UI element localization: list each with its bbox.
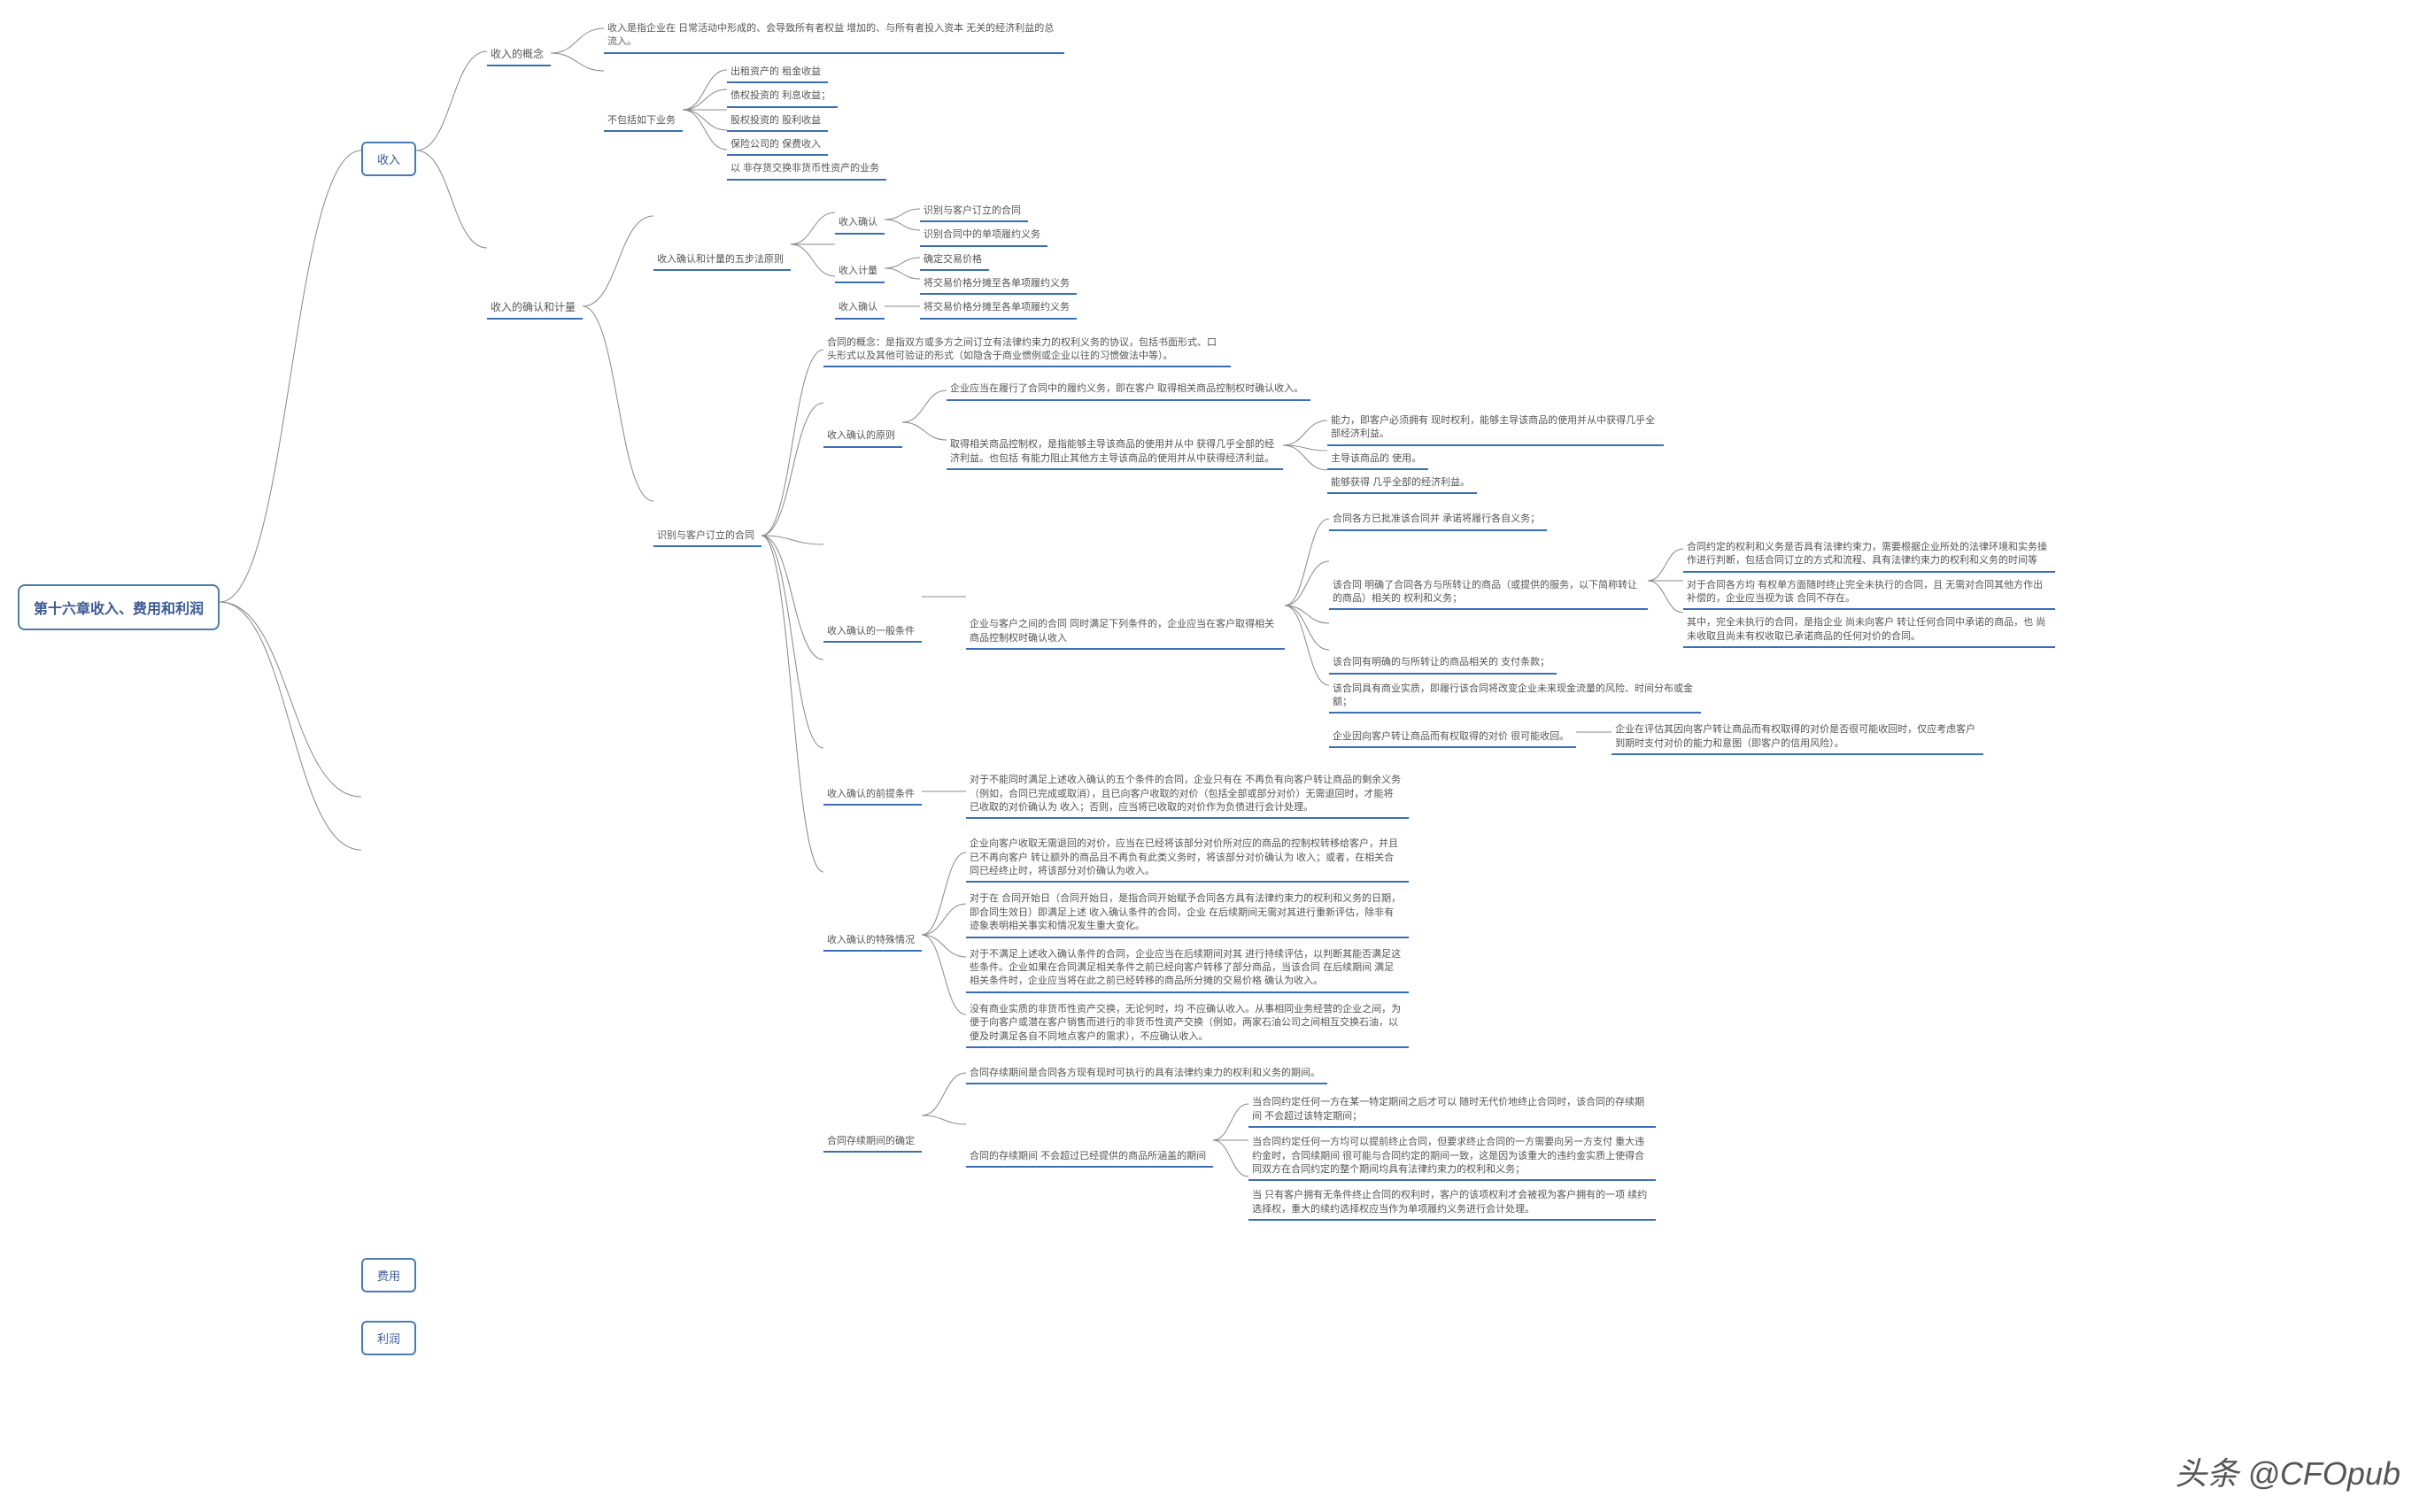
exclude-item: 出租资产的 租金收益 bbox=[727, 63, 828, 83]
root-node[interactable]: 第十六章收入、费用和利润 bbox=[18, 584, 220, 630]
principle-use: 主导该商品的 使用。 bbox=[1327, 450, 1428, 470]
special-item: 没有商业实质的非货币性资产交换，无论何时，均 不应确认收入。从事相同业务经营的企… bbox=[966, 1000, 1409, 1048]
contract-def: 合同的概念：是指双方或多方之间订立有法律约束力的权利义务的协议，包括书面形式、口… bbox=[823, 334, 1231, 368]
step-a[interactable]: 收入确认 bbox=[835, 213, 885, 234]
cond-3: 该合同有明确的与所转让的商品相关的 支付条款； bbox=[1329, 653, 1557, 674]
l1-expense[interactable]: 费用 bbox=[361, 1258, 416, 1292]
mindmap-root: 第十六章收入、费用和利润 收入 收入的概念 收入是指企业在 日常活动中形成的、会… bbox=[18, 18, 2409, 1357]
general-cond[interactable]: 收入确认的一般条件 bbox=[823, 622, 922, 643]
watermark: 头条 @CFOpub bbox=[2175, 1448, 2400, 1494]
duration-def: 合同存续期间是合同各方现有现时可执行的具有法律约束力的权利和义务的期间。 bbox=[966, 1064, 1327, 1084]
cond-2-sub: 对于合同各方均 有权单方面随时终止完全未执行的合同，且 无需对合同其他方作出 补… bbox=[1683, 576, 2055, 611]
five-step[interactable]: 收入确认和计量的五步法原则 bbox=[653, 251, 791, 271]
step-item: 识别与客户订立的合同 bbox=[920, 202, 1028, 222]
cond-2-sub: 其中，完全未执行的合同，是指企业 尚未向客户 转让任何合同中承诺的商品，也 尚未… bbox=[1683, 613, 2055, 648]
duration-sub: 当合同约定任何一方均可以提前终止合同，但要求终止合同的一方需要向另一方支付 重大… bbox=[1248, 1133, 1656, 1181]
cond-4: 该合同具有商业实质，即履行该合同将改变企业未来现金流量的风险、时间分布或金额； bbox=[1329, 680, 1701, 714]
exclude-item: 股权投资的 股利收益 bbox=[727, 112, 828, 132]
step-b[interactable]: 收入计量 bbox=[835, 262, 885, 282]
principle-benefit: 能够获得 几乎全部的经济利益。 bbox=[1327, 474, 1477, 494]
special-item: 对于在 合同开始日（合同开始日，是指合同开始赋予合同各方具有法律约束力的权利和义… bbox=[966, 890, 1409, 937]
cond-2-sub: 合同约定的权利和义务是否具有法律约束力，需要根据企业所处的法律环境和实务操作进行… bbox=[1683, 538, 2055, 573]
principle-b: 取得相关商品控制权，是指能够主导该商品的使用并从中 获得几乎全部的经济利益。也包… bbox=[947, 436, 1283, 470]
income-concept[interactable]: 收入的概念 bbox=[487, 44, 551, 66]
precond[interactable]: 收入确认的前提条件 bbox=[823, 785, 922, 806]
step-item: 确定交易价格 bbox=[920, 251, 989, 271]
step-c[interactable]: 收入确认 bbox=[835, 298, 885, 319]
special-item: 企业向客户收取无需退回的对价，应当在已经将该部分对价所对应的商品的控制权转移给客… bbox=[966, 835, 1409, 883]
concept-def: 收入是指企业在 日常活动中形成的、会导致所有者权益 增加的、与所有者投入资本 无… bbox=[604, 19, 1064, 54]
principle-cap: 能力，即客户必须拥有 现时权利，能够主导该商品的使用并从中获得几乎全部经济利益。 bbox=[1327, 412, 1664, 446]
exclude-item: 债权投资的 利息收益； bbox=[727, 87, 838, 107]
cond-5: 企业因向客户转让商品而有权取得的对价 很可能收回。 bbox=[1329, 728, 1576, 748]
step-item: 将交易价格分摊至各单项履约义务 bbox=[920, 274, 1077, 295]
special[interactable]: 收入确认的特殊情况 bbox=[823, 931, 922, 952]
duration-sub: 当 只有客户拥有无条件终止合同的权利时，客户的该项权利才会被视为客户拥有的一项 … bbox=[1248, 1186, 1656, 1221]
duration[interactable]: 合同存续期间的确定 bbox=[823, 1132, 922, 1153]
root-connector bbox=[220, 124, 361, 1009]
step-item: 识别合同中的单项履约义务 bbox=[920, 226, 1047, 246]
identify-contract[interactable]: 识别与客户订立的合同 bbox=[653, 527, 761, 547]
precond-text: 对于不能同时满足上述收入确认的五个条件的合同，企业只有在 不再负有向客户转让商品… bbox=[966, 771, 1409, 819]
confirm-measure[interactable]: 收入的确认和计量 bbox=[487, 297, 583, 320]
l1-income[interactable]: 收入 bbox=[361, 142, 416, 176]
exclude-item: 以 非存货交换非货币性资产的业务 bbox=[727, 159, 886, 180]
special-item: 对于不满足上述收入确认条件的合同，企业应当在后续期间对其 进行持续评估，以判断其… bbox=[966, 945, 1409, 993]
duration-limit: 合同的存续期间 不会超过已经提供的商品所涵盖的期间 bbox=[966, 1147, 1213, 1168]
exclude-title[interactable]: 不包括如下业务 bbox=[604, 112, 683, 132]
general-intro: 企业与客户之间的合同 同时满足下列条件的，企业应当在客户取得相关商品控制权时确认… bbox=[966, 615, 1285, 650]
cond-5-sub: 企业在评估其因向客户转让商品而有权取得的对价是否很可能收回时，仅应考虑客户到期时… bbox=[1612, 721, 1983, 755]
step-item: 将交易价格分摊至各单项履约义务 bbox=[920, 298, 1077, 319]
principle[interactable]: 收入确认的原则 bbox=[823, 427, 902, 447]
principle-a: 企业应当在履行了合同中的履约义务，即在客户 取得相关商品控制权时确认收入。 bbox=[947, 380, 1310, 400]
duration-sub: 当合同约定任何一方在某一特定期间之后才可以 随时无代价地终止合同时，该合同的存续… bbox=[1248, 1093, 1656, 1128]
income-connector bbox=[416, 18, 487, 761]
cond-2: 该合同 明确了合同各方与所转让的商品（或提供的服务，以下简称转让的商品）相关的 … bbox=[1329, 576, 1648, 611]
cond-1: 合同各方已批准该合同并 承诺将履行各自义务； bbox=[1329, 510, 1547, 530]
exclude-item: 保险公司的 保费收入 bbox=[727, 135, 828, 156]
l1-profit[interactable]: 利润 bbox=[361, 1321, 416, 1355]
